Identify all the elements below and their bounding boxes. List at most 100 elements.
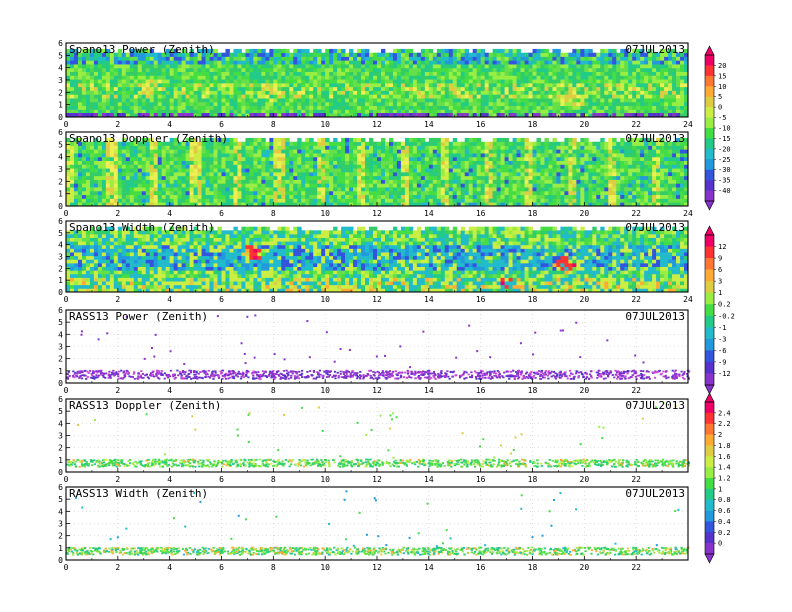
heatmap-cell [165,79,171,84]
heatmap-cell [273,160,278,165]
heatmap-cell [644,90,649,95]
heatmap-cell [313,101,318,107]
heatmap-cell [416,149,422,154]
heatmap-cell [472,179,478,184]
heatmap-cell [412,86,418,91]
heatmap-cell [253,171,258,177]
heatmap-cell [181,64,187,69]
heatmap-cell [456,48,462,54]
heatmap-cell [528,90,533,95]
heatmap-cell [592,86,597,91]
heatmap-cell [125,202,131,207]
heatmap-cell [257,137,262,143]
heatmap-cell [512,98,517,103]
heatmap-cell [341,198,346,203]
heatmap-cell [341,90,346,95]
heatmap-cell [572,101,577,107]
heatmap-cell [341,202,346,207]
heatmap-cell [69,105,75,110]
heatmap-cell [125,190,131,196]
heatmap-cell [424,105,430,110]
heatmap-cell [313,194,318,199]
heatmap-cell [189,75,194,80]
heatmap-cell [436,145,442,150]
heatmap-cell [476,52,482,57]
heatmap-cell [161,113,167,117]
heatmap-cell [512,60,517,65]
heatmap-cell [428,168,434,173]
heatmap-cell [325,82,330,88]
heatmap-cell [329,160,334,165]
heatmap-cell [117,187,123,192]
heatmap-cell [464,202,470,207]
heatmap-cell [400,48,406,54]
heatmap-cell [660,79,665,84]
heatmap-cell [424,64,430,69]
heatmap-cell [177,56,183,61]
heatmap-cell [592,82,597,88]
heatmap-cell [444,149,450,154]
heatmap-cell [337,190,342,196]
heatmap-cell [225,71,230,76]
heatmap-cell [197,149,202,154]
heatmap-cell [93,113,99,117]
heatmap-cell [528,164,533,169]
heatmap-cell [329,79,334,84]
heatmap-cell [81,141,87,146]
heatmap-cell [365,75,370,80]
heatmap-cell [508,86,513,91]
heatmap-cell [616,94,621,99]
heatmap-cell [289,179,294,184]
heatmap-cell [181,56,187,61]
heatmap-cell [680,60,685,65]
heatmap-cell [325,75,330,80]
heatmap-cell [369,171,374,177]
heatmap-cell [584,75,589,80]
heatmap-cell [105,86,111,91]
heatmap-cell [452,194,458,199]
heatmap-cell [249,153,254,158]
heatmap-cell [137,64,143,69]
heatmap-cell [133,113,139,118]
heatmap-cell [544,94,549,99]
heatmap-cell [89,153,95,158]
heatmap-cell [165,198,171,203]
heatmap-cell [400,190,406,196]
heatmap-cell [524,145,529,150]
heatmap-cell [133,164,139,169]
heatmap-cell [524,183,529,188]
heatmap-cell [392,105,398,110]
heatmap-cell [572,82,577,88]
heatmap-cell [357,86,362,91]
heatmap-cell [297,98,302,103]
heatmap-cell [73,160,79,165]
heatmap-cell [640,90,645,95]
heatmap-cell [664,71,669,76]
heatmap-cell [193,82,198,88]
heatmap-cell [173,86,179,91]
heatmap-cell [265,82,270,88]
heatmap-cell [456,190,462,196]
x-tick-label: 14 [424,120,434,129]
heatmap-cell [129,90,135,95]
heatmap-cell [289,82,294,88]
heatmap-cell [400,98,406,103]
heatmap-cell [504,183,509,188]
heatmap-cell [524,56,529,61]
heatmap-cell [201,145,206,150]
heatmap-cell [512,56,517,61]
heatmap-cell [572,98,577,103]
heatmap-cell [217,94,222,99]
heatmap-cell [273,52,278,57]
heatmap-cell [373,168,378,173]
heatmap-cell [101,187,107,192]
heatmap-cell [77,194,83,199]
heatmap-cell [165,75,171,80]
heatmap-cell [173,190,179,196]
heatmap-cell [444,190,450,196]
heatmap-cell [173,82,179,88]
heatmap-cell [568,82,573,88]
heatmap-cell [580,82,585,88]
heatmap-cell [436,175,442,180]
heatmap-cell [345,101,350,107]
